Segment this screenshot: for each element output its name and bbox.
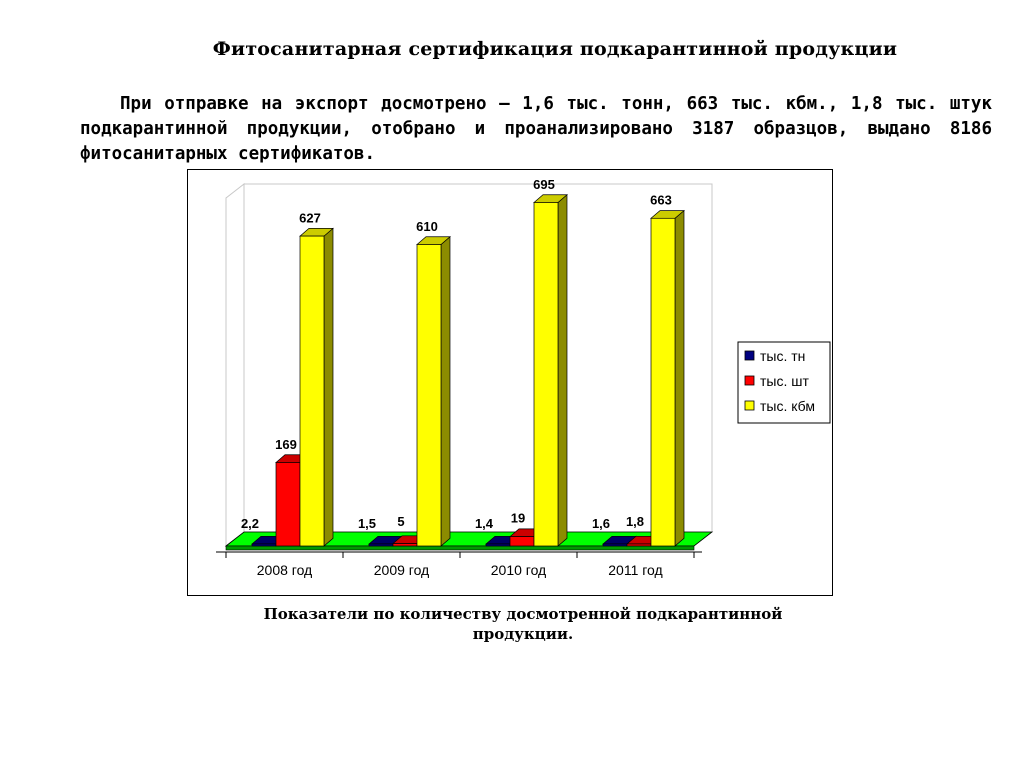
legend-label: тыс. кбм xyxy=(760,398,815,414)
x-tick-label: 2009 год xyxy=(374,562,429,578)
chart-side-wall xyxy=(225,182,245,548)
bar-side-2-1 xyxy=(440,236,451,547)
bar-2-3 xyxy=(650,217,676,547)
x-tick-label: 2010 год xyxy=(491,562,546,578)
bar-0-0 xyxy=(251,543,277,547)
data-label: 169 xyxy=(275,437,297,452)
bar-2-0 xyxy=(299,235,325,547)
data-label: 2,2 xyxy=(241,516,259,531)
bar-0-2 xyxy=(485,543,511,547)
x-tick-label: 2011 год xyxy=(608,562,662,578)
bar-0-1 xyxy=(368,543,394,547)
chart-floor-edge xyxy=(225,545,695,551)
caption-line-1: Показатели по количеству досмотренной по… xyxy=(263,605,783,623)
data-label: 663 xyxy=(650,193,672,208)
bar-1-3 xyxy=(626,543,652,547)
bar-side-2-0 xyxy=(323,227,334,547)
bar-2-2 xyxy=(533,202,559,547)
bar-1-2 xyxy=(509,536,535,547)
data-label: 1,5 xyxy=(358,516,376,531)
bar-1-0 xyxy=(275,462,301,547)
bar-side-2-2 xyxy=(557,194,568,547)
data-label: 5 xyxy=(397,514,404,529)
data-label: 627 xyxy=(299,210,321,225)
data-label: 695 xyxy=(533,177,555,192)
page-title: Фитосанитарная сертификация подкарантинн… xyxy=(212,38,898,60)
data-label: 19 xyxy=(511,511,525,526)
bar-1-1 xyxy=(392,543,418,547)
bar-2-1 xyxy=(416,244,442,547)
data-label: 1,8 xyxy=(626,514,644,529)
chart-frame: 2,2 169 627 2008 год 1,5 5 610 2009 год 1,4 19 695… xyxy=(187,169,833,596)
legend-label: тыс. шт xyxy=(760,373,809,389)
x-tick-label: 2008 год xyxy=(257,562,312,578)
legend-swatch xyxy=(744,375,755,386)
chart-caption: Показатели по количеству досмотренной по… xyxy=(0,604,1024,644)
bar-0-3 xyxy=(602,543,628,547)
legend-label: тыс. тн xyxy=(760,348,805,364)
intro-paragraph: При отправке на экспорт досмотрено – 1,6… xyxy=(80,94,992,164)
legend-swatch xyxy=(744,350,755,361)
bar-chart: 2,2 169 627 2008 год 1,5 5 610 2009 год 1,4 19 695… xyxy=(216,177,831,578)
data-label: 610 xyxy=(416,219,438,234)
data-label: 1,4 xyxy=(475,516,494,531)
caption-line-2: продукции. xyxy=(472,625,574,643)
bar-side-2-3 xyxy=(674,209,685,547)
data-label: 1,6 xyxy=(592,516,610,531)
legend-swatch xyxy=(744,400,755,411)
